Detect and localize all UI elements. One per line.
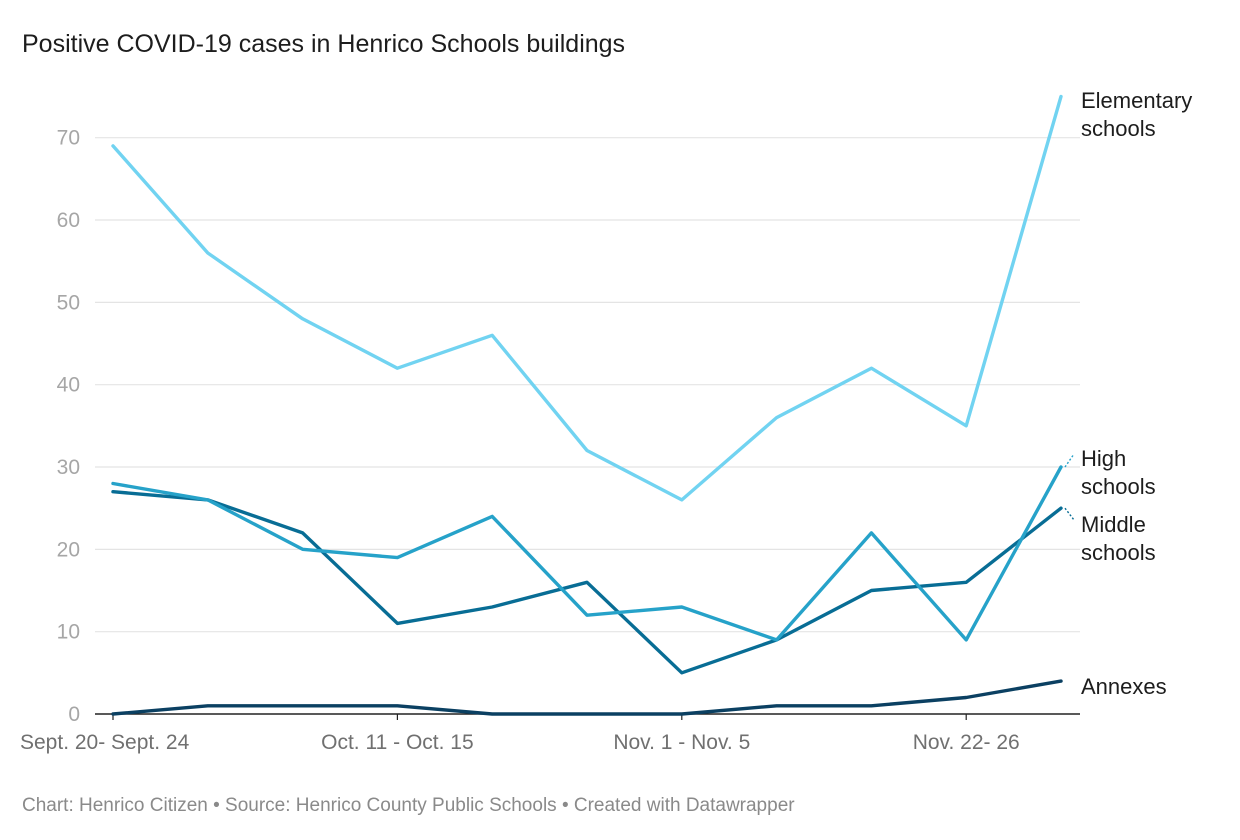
- y-tick-label: 0: [68, 703, 80, 726]
- elementary-label: Elementary: [1081, 88, 1192, 113]
- y-tick-label: 20: [57, 538, 80, 561]
- y-tick-label: 60: [57, 209, 80, 232]
- x-tick-label: Oct. 11 - Oct. 15: [321, 731, 474, 754]
- y-tick-label: 50: [57, 291, 80, 314]
- middle-label: schools: [1081, 540, 1156, 565]
- elementary-label: schools: [1081, 116, 1156, 141]
- x-tick-label: Sept. 20- Sept. 24: [20, 731, 190, 754]
- y-tick-label: 40: [57, 374, 80, 397]
- high-label: High: [1081, 446, 1126, 471]
- middle-label: Middle: [1081, 512, 1146, 537]
- chart-footer: Chart: Henrico Citizen • Source: Henrico…: [22, 795, 795, 816]
- high-label: schools: [1081, 474, 1156, 499]
- series-lines: [111, 94, 1063, 716]
- x-tick-label: Nov. 1 - Nov. 5: [613, 731, 750, 754]
- elementary-line: [111, 94, 1063, 502]
- annexes-label: Annexes: [1081, 674, 1167, 699]
- annexes-line: [111, 679, 1063, 716]
- middle-label-connector: [1064, 507, 1075, 521]
- x-tick-label: Nov. 22- 26: [913, 731, 1020, 754]
- x-axis-ticks: Sept. 20- Sept. 24 Oct. 11 - Oct. 15 Nov. …: [20, 714, 1020, 754]
- chart-title: Positive COVID-19 cases in Henrico Schoo…: [22, 30, 626, 58]
- high-line: [111, 465, 1063, 642]
- y-tick-label: 30: [57, 456, 80, 479]
- series-labels: Elementary schools High schools Middle school…: [1064, 88, 1192, 699]
- gridlines: [95, 137, 1080, 715]
- y-tick-label: 10: [57, 621, 80, 644]
- y-axis-ticks: 0 10 20 30 40 50 60 70: [57, 127, 80, 726]
- high-label-connector: [1064, 453, 1075, 468]
- middle-line: [111, 490, 1063, 675]
- y-tick-label: 70: [57, 127, 80, 150]
